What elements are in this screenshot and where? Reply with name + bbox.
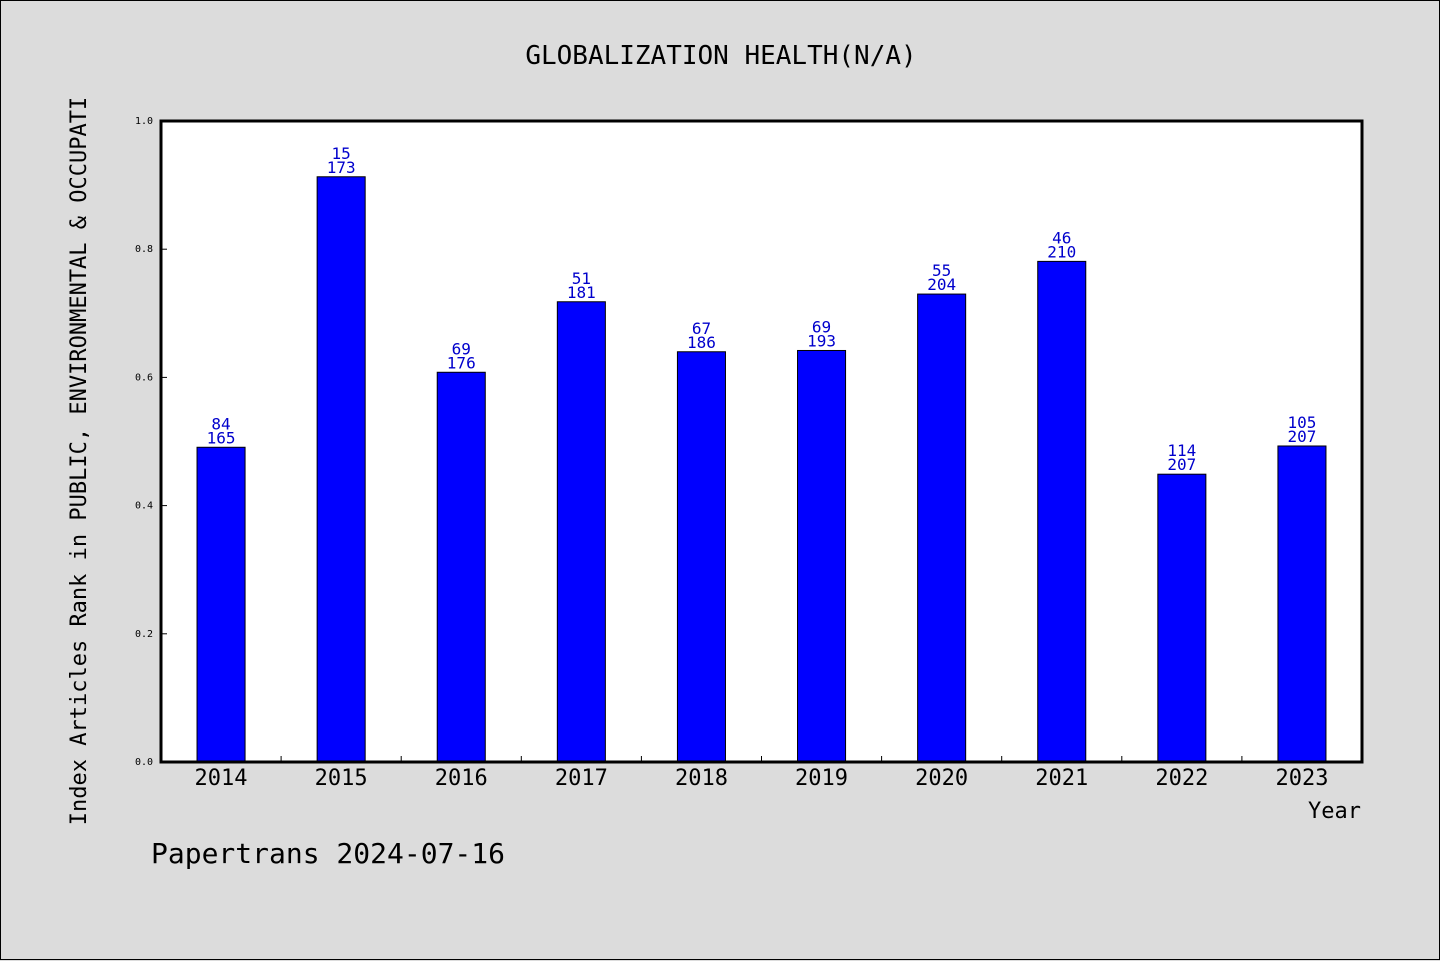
bar-2014	[196, 446, 246, 763]
data-label-total: 186	[687, 333, 716, 352]
y-tick-label: 0.4	[135, 501, 153, 512]
bar-2017	[556, 301, 606, 763]
data-label-total: 176	[447, 353, 476, 372]
x-tick-label: 2016	[435, 766, 488, 791]
x-tick-label: 2023	[1275, 766, 1328, 791]
bar-2019	[797, 349, 847, 763]
bar-2016	[436, 371, 486, 763]
data-label-total: 207	[1287, 427, 1316, 446]
footer-credit: Papertrans 2024-07-16	[151, 837, 505, 870]
data-label-total: 165	[207, 428, 236, 447]
bar-2018	[676, 351, 726, 763]
y-tick-label: 0.0	[135, 757, 153, 768]
bar-2015	[316, 176, 366, 763]
x-axis-label: Year	[1308, 799, 1361, 824]
bar-2022	[1157, 473, 1207, 763]
data-label-rank: 84	[211, 414, 230, 433]
x-tick-label: 2014	[195, 766, 248, 791]
x-tick-label: 2019	[795, 766, 848, 791]
data-label-total: 210	[1047, 242, 1076, 261]
data-label-rank: 67	[692, 319, 711, 338]
data-label-rank: 69	[452, 339, 471, 358]
y-axis-label: Index Articles Rank in PUBLIC, ENVIRONME…	[67, 97, 92, 825]
data-labels: 2014165842015173152016176692017181512018…	[195, 144, 1329, 791]
data-label-rank: 55	[932, 261, 951, 280]
bar-2020	[917, 293, 967, 763]
bar-2021	[1037, 260, 1087, 763]
data-label-rank: 69	[812, 317, 831, 336]
data-label-rank: 114	[1167, 441, 1196, 460]
data-label-rank: 46	[1052, 228, 1071, 247]
data-label-total: 173	[327, 158, 356, 177]
x-tick-label: 2015	[315, 766, 368, 791]
bars	[196, 176, 1327, 763]
x-tick-label: 2021	[1035, 766, 1088, 791]
x-tick-label: 2018	[675, 766, 728, 791]
data-label-total: 204	[927, 275, 956, 294]
y-tick-label: 0.6	[135, 372, 153, 383]
data-label-total: 181	[567, 283, 596, 302]
data-label-rank: 105	[1287, 413, 1316, 432]
y-tick-label: 0.2	[135, 629, 153, 640]
bar-2023	[1277, 445, 1327, 763]
x-tick-label: 2022	[1155, 766, 1208, 791]
chart-title: GLOBALIZATION HEALTH(N/A)	[525, 41, 916, 71]
plot-border	[159, 119, 1364, 764]
y-tick-label: 1.0	[135, 116, 153, 127]
data-label-rank: 15	[332, 144, 351, 163]
data-label-total: 193	[807, 331, 836, 350]
y-tick-label: 0.8	[135, 244, 153, 255]
data-label-rank: 51	[572, 269, 591, 288]
x-tick-label: 2017	[555, 766, 608, 791]
x-tick-label: 2020	[915, 766, 968, 791]
data-label-total: 207	[1167, 455, 1196, 474]
